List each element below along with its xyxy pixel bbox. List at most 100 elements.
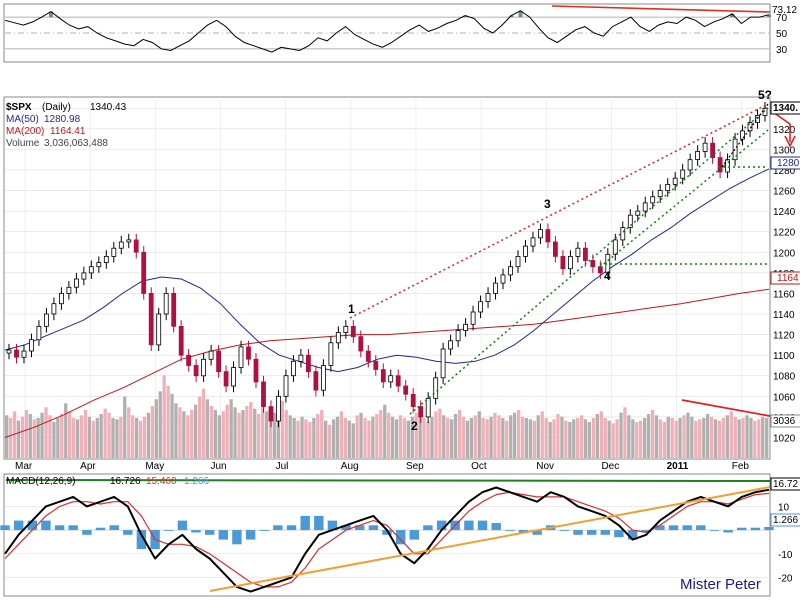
macd-line <box>4 486 770 593</box>
wave-label-3: 3 <box>544 197 551 211</box>
volume-bar <box>587 422 592 458</box>
volume-bar <box>327 424 332 458</box>
price-panel <box>3 96 771 460</box>
candle-body <box>21 350 27 358</box>
price-tick-label: 1280 <box>773 166 796 177</box>
candle-body <box>126 239 132 243</box>
volume-bar <box>544 418 548 458</box>
macd-histogram-bar <box>82 530 92 535</box>
volume-bar <box>8 418 13 458</box>
volume-bar <box>450 419 454 458</box>
volume-bar <box>324 420 328 458</box>
macd-histogram-bar <box>218 530 228 540</box>
wave-label-2: 2 <box>411 419 418 433</box>
inner-channel-line <box>599 129 769 268</box>
macd-histogram-bar <box>136 530 147 549</box>
volume-bar <box>209 406 214 458</box>
volume-bar <box>288 415 292 458</box>
volume-bar <box>438 408 442 458</box>
x-tick-label: 2011 <box>667 461 689 472</box>
rsi-value-tag: 73.12 <box>772 5 797 16</box>
macd-histogram-bar <box>436 520 447 531</box>
macd-histogram-bar <box>696 525 706 530</box>
candle-body <box>14 349 19 358</box>
rsi-divergence-line <box>551 5 771 13</box>
macd-histogram-bar <box>641 530 651 533</box>
volume-bar <box>292 418 296 458</box>
volume-bar <box>60 414 64 458</box>
volume-bar <box>666 416 670 458</box>
volume-bar <box>745 415 749 458</box>
candle-body <box>612 239 618 255</box>
volume-bar <box>485 419 489 458</box>
volume-bar <box>650 410 655 458</box>
volume-bar <box>670 418 674 458</box>
volume-bar <box>79 415 84 458</box>
volume-bar <box>446 418 450 458</box>
candle-body <box>687 159 693 171</box>
volume-bar <box>568 422 572 458</box>
volume-bar <box>509 415 513 458</box>
macd-histogram-bar <box>587 530 597 535</box>
volume-bar <box>548 422 552 458</box>
volume-bar <box>646 414 651 458</box>
macd-histogram-bar <box>109 525 119 530</box>
candle-body <box>350 325 356 338</box>
macd-histogram-bar <box>518 530 529 533</box>
macd-histogram-bar <box>723 530 733 533</box>
volume-bar <box>453 414 458 458</box>
volume-bar <box>713 419 718 458</box>
rsi-overbought-fill <box>49 10 771 18</box>
volume-bar <box>367 420 371 458</box>
volume-bar <box>654 415 659 458</box>
volume-bar <box>91 420 95 458</box>
candle-body <box>448 340 454 350</box>
volume-bar <box>131 415 135 458</box>
price-layer <box>6 102 768 428</box>
volume-bar <box>402 418 407 458</box>
volume-bar <box>111 418 115 458</box>
legend-volume-label: Volume <box>6 138 40 149</box>
macd-support-trendline <box>209 486 771 592</box>
price-tick-label: 1060 <box>773 392 796 403</box>
macd-histogram-bar <box>396 530 406 545</box>
volume-bar <box>469 418 473 458</box>
volume-bar <box>28 414 32 458</box>
projection-arrow <box>769 109 791 142</box>
volume-bar <box>481 418 485 458</box>
macd-histogram-bar <box>232 530 242 545</box>
ma200-value-tag: 1164 <box>777 273 799 284</box>
candle-body <box>74 278 79 288</box>
rsi-tick-label: 30 <box>776 45 788 56</box>
candle-body <box>365 350 371 362</box>
macd-histogram-bar <box>286 525 297 530</box>
volume-bar <box>583 419 588 458</box>
volume-bar <box>142 416 147 458</box>
wave5-trendline <box>721 103 769 168</box>
candle-body <box>186 354 192 366</box>
volume-bar <box>253 408 257 458</box>
candle-body <box>59 292 64 305</box>
arrow-head-icon <box>784 135 796 148</box>
candle-body <box>665 183 671 191</box>
volume-bar <box>83 410 88 458</box>
candle-body <box>553 241 558 257</box>
volume-bar <box>426 422 430 458</box>
volume-bar <box>75 419 80 458</box>
volume-bar <box>158 391 162 458</box>
macd-histogram-bar <box>655 525 665 530</box>
candle-body <box>103 255 109 263</box>
volume-bar <box>339 411 343 458</box>
candle-body <box>171 292 177 327</box>
candle-body <box>755 115 760 124</box>
volume-bar <box>16 420 21 458</box>
macd-histogram-bar <box>205 530 215 535</box>
volume-layer <box>5 375 769 458</box>
volume-bar <box>702 418 706 458</box>
volume-bar <box>115 419 119 458</box>
candle-body <box>163 292 169 315</box>
candle-body <box>358 336 364 352</box>
hist-tag-box <box>770 513 800 527</box>
macd-histogram-bar <box>477 520 488 531</box>
